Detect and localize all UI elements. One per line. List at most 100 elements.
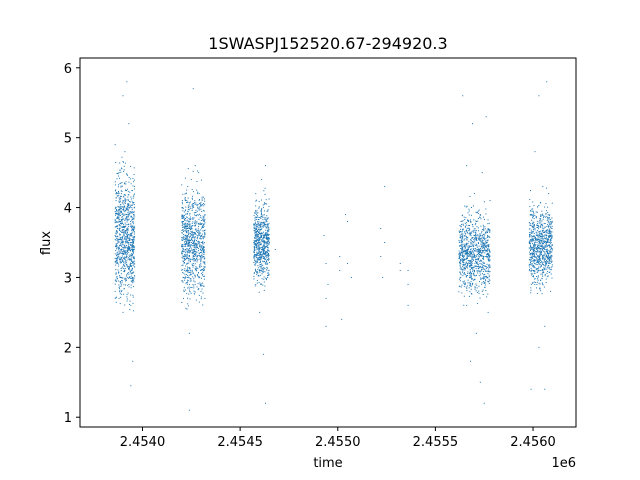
data-point [487, 280, 489, 282]
data-point [467, 245, 469, 247]
data-point [462, 229, 464, 231]
data-point [203, 255, 205, 257]
data-point [130, 254, 132, 256]
data-point [266, 241, 268, 243]
data-point [478, 238, 480, 240]
data-point [532, 260, 534, 262]
x-tick-label: 2.4540 [120, 435, 166, 450]
data-point [266, 246, 268, 248]
data-point [485, 276, 487, 278]
data-point [533, 275, 535, 277]
data-point [487, 311, 489, 313]
data-point [469, 252, 471, 254]
data-point [191, 197, 193, 199]
data-point [459, 261, 461, 263]
data-point [484, 245, 486, 247]
data-point [532, 250, 534, 252]
data-point [189, 290, 191, 292]
data-point [476, 254, 478, 256]
data-point [126, 218, 128, 220]
data-point [465, 253, 467, 255]
data-point [123, 203, 125, 205]
data-point [202, 210, 204, 212]
data-point [183, 230, 185, 232]
data-point [267, 243, 269, 245]
data-point [114, 261, 116, 263]
data-point [530, 244, 532, 246]
data-point [194, 275, 196, 277]
data-point [182, 255, 184, 257]
data-point [488, 257, 490, 259]
data-point [187, 235, 189, 237]
data-point [541, 293, 543, 295]
data-point [189, 239, 191, 241]
data-point [186, 216, 188, 218]
data-point [530, 232, 532, 234]
data-point [115, 243, 117, 245]
data-point [489, 255, 491, 257]
data-point [482, 239, 484, 241]
data-point [267, 231, 269, 233]
data-point [184, 262, 186, 264]
data-point [469, 282, 471, 284]
data-point [538, 282, 540, 284]
data-point [262, 219, 264, 221]
data-point [122, 264, 124, 266]
data-point [196, 270, 198, 272]
data-point [470, 239, 472, 241]
data-point [489, 251, 491, 253]
data-point [479, 281, 481, 283]
data-point [127, 268, 129, 270]
data-point [544, 240, 546, 242]
data-point [183, 230, 185, 232]
data-point [488, 254, 490, 256]
data-point [123, 226, 125, 228]
data-point [544, 226, 546, 228]
data-point [469, 255, 471, 257]
data-point [466, 251, 468, 253]
data-point [262, 247, 264, 249]
data-point [185, 209, 187, 211]
data-point [543, 267, 545, 269]
data-point [132, 248, 134, 250]
data-point [268, 228, 270, 230]
data-point [122, 236, 124, 238]
data-point [473, 219, 475, 221]
data-point [475, 290, 477, 292]
data-point [529, 239, 531, 241]
data-point [120, 291, 122, 293]
data-point [188, 242, 190, 244]
data-point [530, 267, 532, 269]
data-point [196, 230, 198, 232]
data-point [184, 223, 186, 225]
data-point [533, 260, 535, 262]
x-axis-title: time [313, 456, 342, 471]
data-point [186, 256, 188, 258]
data-point [132, 256, 134, 258]
data-point [131, 190, 133, 192]
data-point [199, 203, 201, 205]
data-point [189, 251, 191, 253]
data-point [115, 191, 117, 193]
data-point [474, 235, 476, 237]
data-point [119, 197, 121, 199]
data-point [258, 224, 260, 226]
data-point [474, 230, 476, 232]
data-point [464, 264, 466, 266]
data-point [536, 283, 538, 285]
data-point [477, 266, 479, 268]
data-point [186, 308, 188, 310]
data-point [549, 229, 551, 231]
data-point [257, 253, 259, 255]
data-point [470, 275, 472, 277]
data-point [479, 248, 481, 250]
data-point [188, 222, 190, 224]
data-point [547, 244, 549, 246]
data-point [536, 276, 538, 278]
data-point [199, 255, 201, 257]
data-point [186, 248, 188, 250]
data-point [188, 209, 190, 211]
data-point [132, 218, 134, 220]
data-point [264, 224, 266, 226]
data-point [116, 195, 118, 197]
